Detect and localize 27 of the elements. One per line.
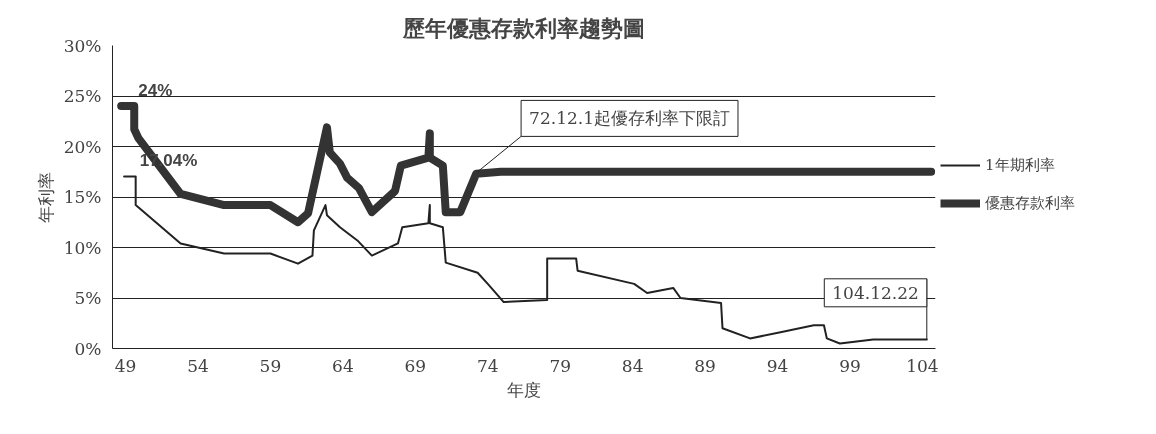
- annotation: 104.12.22: [832, 282, 919, 303]
- y-tick-label: 5%: [74, 288, 102, 308]
- legend-label: 1年期利率: [985, 155, 1055, 175]
- x-axis-title: 年度: [507, 379, 541, 400]
- x-tick-label: 104: [906, 355, 939, 376]
- x-tick-label: 69: [404, 355, 427, 376]
- annotation: 72.12.1起優存利率下限訂: [529, 108, 730, 129]
- y-tick-label: 20%: [63, 136, 102, 157]
- y-tick-label: 15%: [63, 187, 102, 207]
- chart-title: 歷年優惠存款利率趨勢圖: [402, 14, 645, 41]
- x-tick-label: 54: [187, 355, 209, 376]
- x-tick-label: 79: [549, 355, 572, 376]
- y-tick-label: 25%: [63, 86, 102, 106]
- y-tick-label: 0%: [74, 338, 102, 359]
- y-tick-label: 10%: [63, 237, 102, 258]
- x-tick-label: 89: [694, 355, 716, 376]
- x-tick-label: 99: [839, 355, 861, 376]
- x-tick-label: 59: [259, 355, 282, 376]
- y-tick-label: 30%: [63, 35, 102, 56]
- x-tick-label: 84: [621, 355, 644, 376]
- legend-label: 優惠存款利率: [985, 193, 1075, 213]
- annotation: 24%: [138, 81, 173, 101]
- x-tick-label: 74: [476, 355, 499, 376]
- x-tick-label: 49: [114, 355, 137, 376]
- x-tick-label: 64: [332, 355, 354, 376]
- y-axis-title: 年利率: [35, 171, 56, 223]
- x-tick-label: 94: [766, 355, 789, 376]
